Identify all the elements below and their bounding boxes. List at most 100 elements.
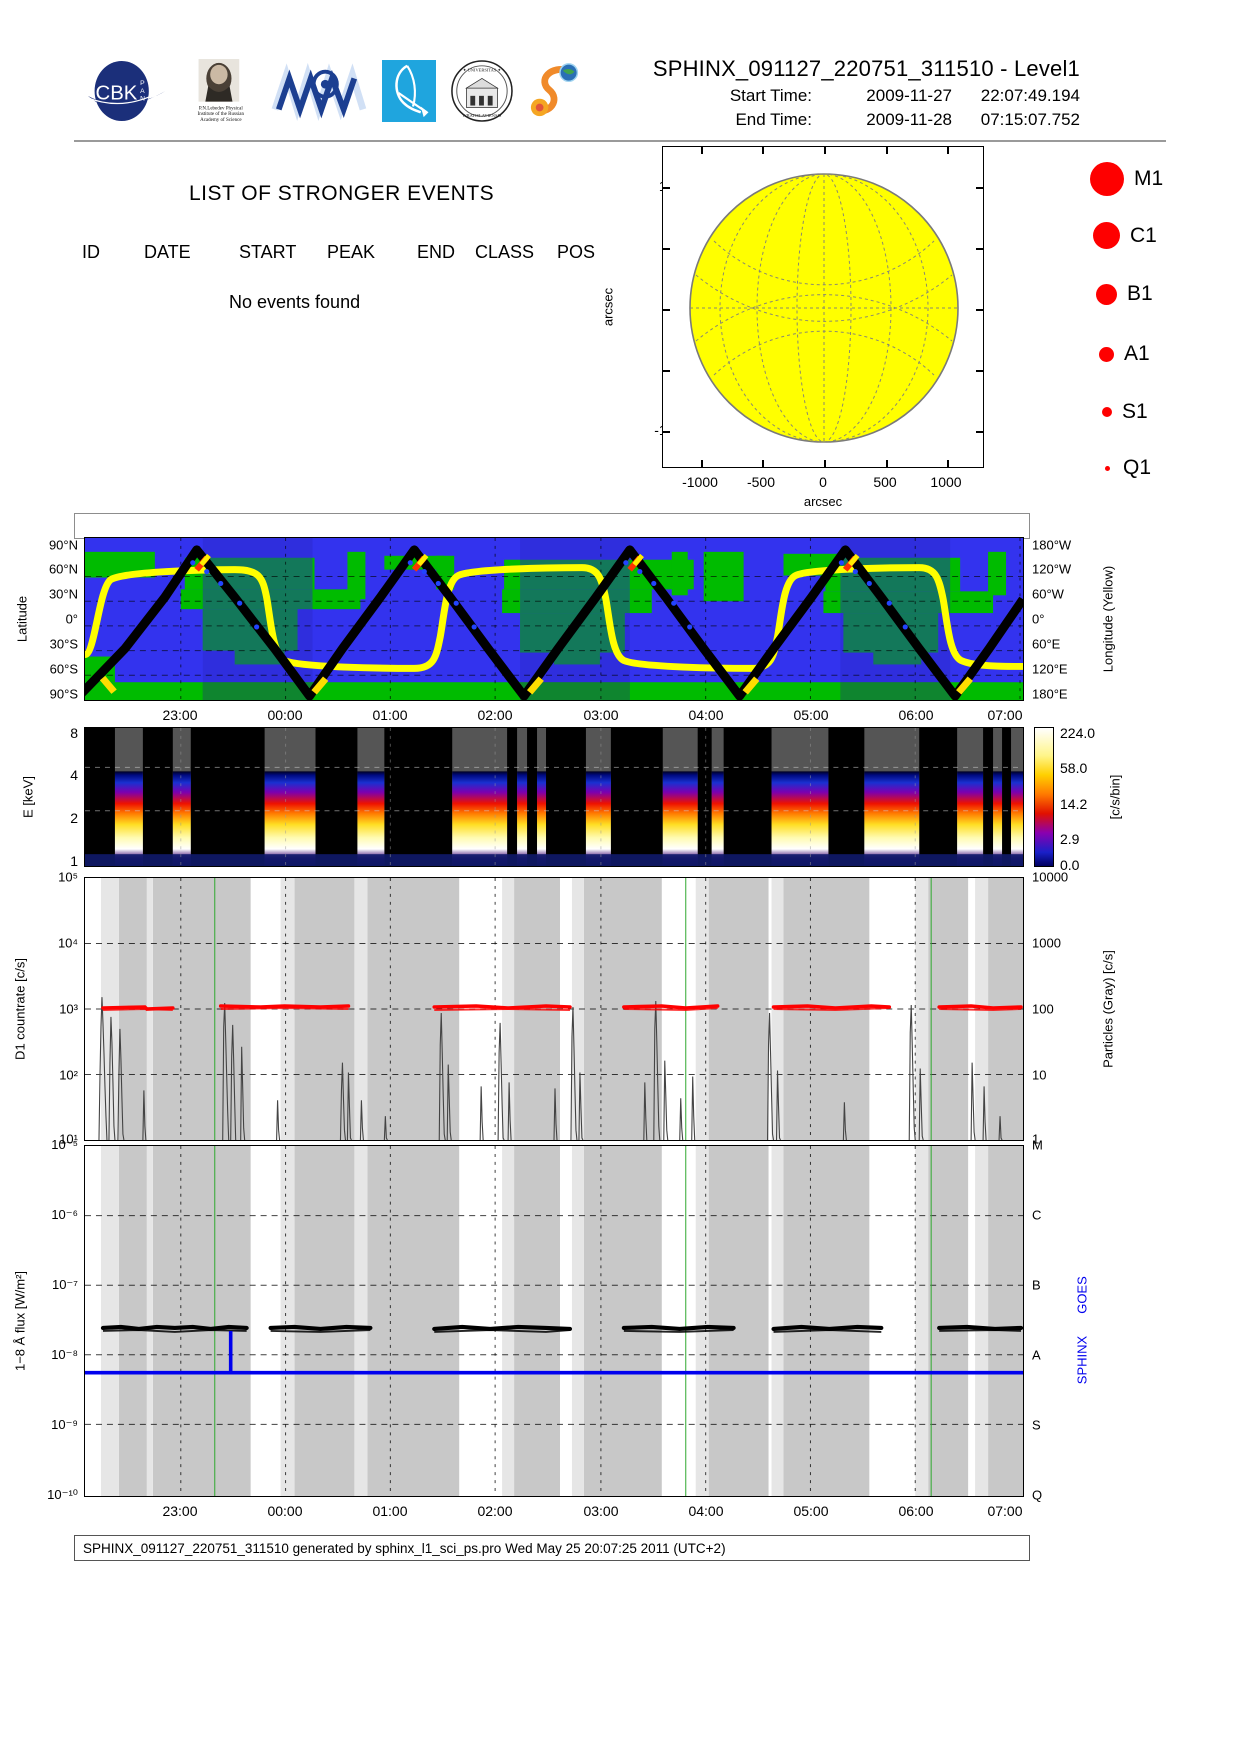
time-tick-4: 03:00: [583, 707, 619, 723]
column-pos: POS: [557, 242, 596, 262]
d1-countrate-panel: [84, 877, 1024, 1141]
start-time-clock: 22:07:49.194: [980, 86, 1080, 105]
header-divider: [74, 140, 1166, 142]
legend-item-s1: S1: [1090, 400, 1230, 424]
svg-text:✦ UNIVERSITAS ✦: ✦ UNIVERSITAS ✦: [463, 68, 502, 73]
svg-text:Institute of the Russian: Institute of the Russian: [198, 112, 245, 117]
fx-ytick-3: 10⁻⁸: [51, 1347, 78, 1362]
fx-rtick-c: C: [1032, 1207, 1042, 1223]
spec-ytick-0: 8: [70, 725, 78, 741]
time-tick-7: 06:00: [898, 707, 934, 723]
cbar-tick-1: 58.0: [1060, 760, 1088, 776]
orbit-map-graphic: [85, 538, 1023, 700]
time-tick-bottom-2: 01:00: [372, 1503, 408, 1519]
end-time-date: 2009-11-28: [866, 110, 952, 129]
time-tick-5: 04:00: [688, 707, 724, 723]
goes-legend-label: GOES: [1074, 1276, 1090, 1314]
solar-disk-graphic: [689, 173, 959, 443]
fx-ytick-5: 10⁻¹⁰: [47, 1487, 78, 1502]
energy-spectrogram-panel: [84, 727, 1024, 867]
spec-ytick-3: 1: [70, 853, 78, 869]
column-peak: PEAK: [327, 242, 376, 262]
footer-text: SPHINX_091127_220751_311510 generated by…: [83, 1540, 726, 1556]
map-ytick-5: 60°S: [49, 661, 78, 677]
sun-y-axis-title: arcsec: [600, 287, 616, 327]
sun-xtick-4: 1000: [930, 474, 962, 490]
map-ytick-2: 30°N: [48, 586, 78, 602]
column-class: CLASS: [475, 242, 535, 262]
time-tick-3: 02:00: [477, 707, 513, 723]
d1-countrate-graphic: [85, 878, 1023, 1140]
legend-item-q1: Q1: [1090, 456, 1230, 480]
fx-rtick-a: A: [1032, 1347, 1041, 1363]
fx-ytick-1: 10⁻⁶: [51, 1207, 78, 1222]
legend-dot-c1: [1093, 222, 1120, 249]
end-time-clock: 07:15:07.752: [980, 110, 1080, 129]
fx-rtick-m: M: [1032, 1137, 1043, 1153]
d1-rtick-4: 1: [1032, 1131, 1040, 1147]
map-rtick-4: 60°E: [1032, 636, 1061, 652]
svg-text:CBK: CBK: [96, 83, 138, 105]
legend-item-m1: M1: [1090, 162, 1230, 196]
fx-ytick-2: 10⁻⁷: [51, 1277, 78, 1292]
orbit-map-panel: [84, 537, 1024, 701]
sun-plot-frame: [662, 146, 984, 468]
fx-rtick-q: Q: [1032, 1487, 1043, 1503]
start-time-label: Start Time:: [729, 86, 812, 105]
cbk-pan-logo: CBK P A N: [87, 60, 166, 122]
fx-rtick-s: S: [1032, 1417, 1041, 1433]
legend-dot-b1: [1096, 283, 1117, 305]
lebedev-institute-logo: P.N.Lebedev Physical Institute of the Ru…: [198, 59, 245, 123]
solar-disk-panel: arcsec arcsec 1000 500 0 -500 -1000 -100…: [600, 142, 1020, 509]
fx-ytick-0: 10⁻⁵: [51, 1137, 78, 1152]
time-tick-bottom-0: 23:00: [162, 1503, 198, 1519]
sun-xtick-1: -500: [746, 474, 776, 490]
sun-xtick-0: -1000: [682, 474, 718, 490]
d1-rtick-0: 10000: [1032, 869, 1069, 885]
column-start: START: [239, 242, 297, 262]
legend-label-b1: B1: [1127, 282, 1153, 305]
map-ytick-4: 30°S: [49, 636, 78, 652]
timeseries-stack: Latitude Longitude (Yellow) 90°N 60°N 30…: [0, 505, 1240, 1565]
legend-item-b1: B1: [1090, 282, 1230, 306]
energy-spectrogram-graphic: [85, 728, 1023, 866]
time-tick-bottom-4: 03:00: [583, 1503, 619, 1519]
map-ytick-0: 90°N: [48, 537, 78, 553]
legend-dot-s1: [1102, 407, 1112, 417]
page-header: CBK P A N P.N.Lebedev Physical Institute…: [0, 0, 1240, 140]
title-block: SPHINX_091127_220751_311510 - Level1 Sta…: [560, 56, 1080, 130]
legend-item-c1: C1: [1090, 222, 1230, 249]
xray-flux-panel: [84, 1145, 1024, 1497]
page-title: SPHINX_091127_220751_311510 - Level1: [652, 56, 1080, 81]
flare-class-legend: M1 C1 B1 A1 S1 Q1: [1090, 152, 1240, 482]
column-end: END: [417, 242, 456, 262]
spectrogram-colorbar: [1034, 727, 1054, 867]
wroclaw-university-logo: ✦ UNIVERSITAS ✦ WRATISLAVIENSIS: [451, 60, 513, 122]
column-date: DATE: [144, 242, 191, 262]
time-tick-bottom-3: 02:00: [477, 1503, 513, 1519]
time-tick-bottom-8: 07:00: [987, 1503, 1023, 1519]
svg-text:Academy of Science: Academy of Science: [200, 118, 242, 123]
top-strip: [74, 513, 1030, 539]
events-title: LIST OF STRONGER EVENTS: [189, 182, 495, 205]
map-rtick-3: 0°: [1032, 611, 1045, 627]
start-time-date: 2009-11-27: [866, 86, 952, 105]
time-tick-8: 07:00: [987, 707, 1023, 723]
events-list-panel: LIST OF STRONGER EVENTS ID DATE START PE…: [74, 146, 614, 496]
column-id: ID: [82, 242, 100, 262]
map-rtick-5: 120°E: [1032, 661, 1068, 677]
time-tick-bottom-7: 06:00: [898, 1503, 934, 1519]
time-tick-bottom-5: 04:00: [688, 1503, 724, 1519]
d1-r-axis-title: Particles (Gray) [c/s]: [1100, 950, 1116, 1068]
sun-xtick-2: 0: [819, 474, 827, 490]
d1-rtick-3: 10: [1032, 1067, 1047, 1083]
spectrogram-y-axis-title: E [keV]: [20, 776, 36, 818]
sphinx-logo: [530, 63, 578, 117]
legend-dot-m1: [1090, 162, 1124, 196]
mephi-logo: [270, 60, 368, 122]
cbar-tick-3: 2.9: [1060, 831, 1080, 847]
time-tick-6: 05:00: [793, 707, 829, 723]
map-ytick-3: 0°: [65, 611, 78, 627]
colorbar-title: [c/s/bin]: [1107, 774, 1123, 820]
legend-dot-q1: [1105, 465, 1110, 471]
